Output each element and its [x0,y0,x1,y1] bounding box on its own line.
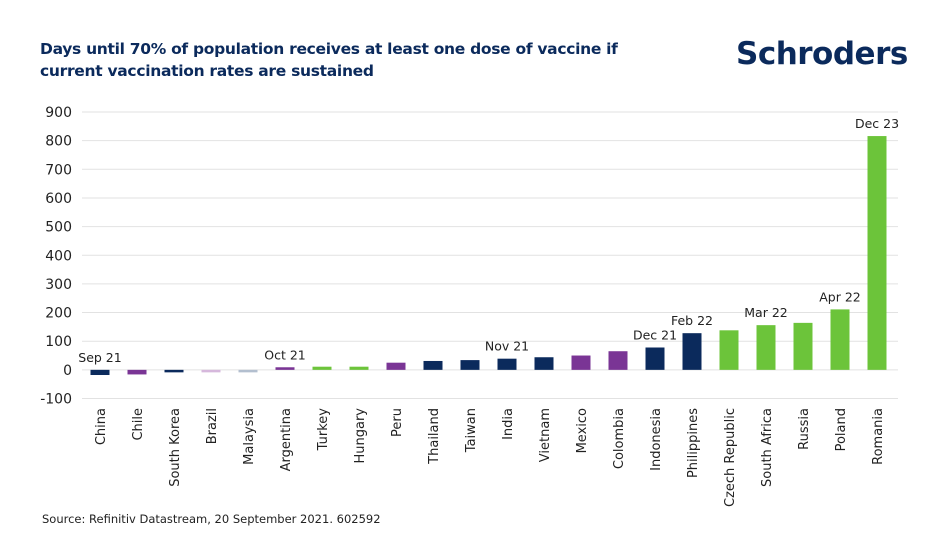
bar-peru [386,362,406,370]
x-tick-label: India [501,408,516,440]
x-tick-label: Romania [871,408,886,465]
x-tick-label: South Africa [760,408,775,487]
bar-south-africa [756,325,776,370]
x-tick-label: South Korea [168,408,183,487]
y-tick-label: 500 [45,220,72,236]
x-tick-label: Hungary [353,408,368,464]
x-tick-label: Mexico [575,408,590,453]
x-tick-label: Russia [797,408,812,450]
y-tick-label: 300 [45,277,72,293]
date-annotation: Nov 21 [485,339,529,354]
x-axis-labels: China Chile South Korea Brazil Malaysia Argen… [94,408,886,507]
bar-philippines [682,333,702,370]
date-annotation: Dec 21 [633,328,677,343]
date-annotation: Dec 23 [855,116,899,131]
x-tick-label: Brazil [205,408,220,444]
y-tick-label: 900 [45,105,72,121]
bar-colombia [608,351,628,370]
date-annotation: Apr 22 [819,289,861,304]
y-tick-label: 400 [45,248,72,264]
chart-title: Days until 70% of population receives at… [40,40,618,80]
bar-india [497,358,517,370]
x-tick-label: Thailand [427,408,442,465]
date-annotation: Mar 22 [744,305,787,320]
date-annotation: Feb 22 [671,313,713,328]
bar-mexico [571,355,591,370]
x-tick-label: Peru [390,408,405,437]
bar-malaysia [238,369,258,373]
x-tick-label: Chile [131,408,146,441]
bar-indonesia [645,347,665,370]
date-annotation: Oct 21 [264,347,306,362]
y-tick-label: 100 [45,334,72,350]
bar-chile [127,369,147,375]
bar-south-korea [164,369,184,373]
bar-hungary [349,366,369,370]
x-tick-label: Argentina [279,408,294,471]
y-axis-ticks: -100 0 100 200 300 400 500 600 700 800 900 [40,105,72,408]
bar-poland [830,309,850,370]
bar-turkey [312,366,332,370]
x-tick-label: Vietnam [538,408,553,462]
source-note: Source: Refinitiv Datastream, 20 Septemb… [42,512,381,526]
gridlines [82,111,898,399]
x-tick-label: Indonesia [649,408,664,471]
y-tick-label: 0 [63,363,72,379]
x-tick-label: Colombia [612,408,627,469]
x-tick-label: Malaysia [242,408,257,465]
x-tick-label: China [94,408,109,445]
y-tick-label: -100 [40,392,72,408]
x-tick-label: Taiwan [464,408,479,453]
schroders-logo: Schroders [736,36,908,72]
y-tick-label: 700 [45,162,72,178]
bar-argentina [275,367,295,370]
bar-russia [793,322,813,370]
y-tick-label: 600 [45,191,72,207]
bars [90,136,887,376]
bar-czech-republic [719,330,739,370]
bar-romania [867,136,887,370]
bar-vietnam [534,357,554,370]
bar-taiwan [460,360,480,370]
date-annotation: Sep 21 [78,350,121,365]
bar-brazil [201,369,221,373]
bar-china [90,369,110,376]
x-tick-label: Poland [834,408,849,451]
bar-thailand [423,360,443,370]
x-tick-label: Turkey [316,408,331,452]
y-tick-label: 200 [45,306,72,322]
x-tick-label: Philippines [686,408,701,478]
y-tick-label: 800 [45,134,72,150]
x-tick-label: Czech Republic [723,408,738,507]
